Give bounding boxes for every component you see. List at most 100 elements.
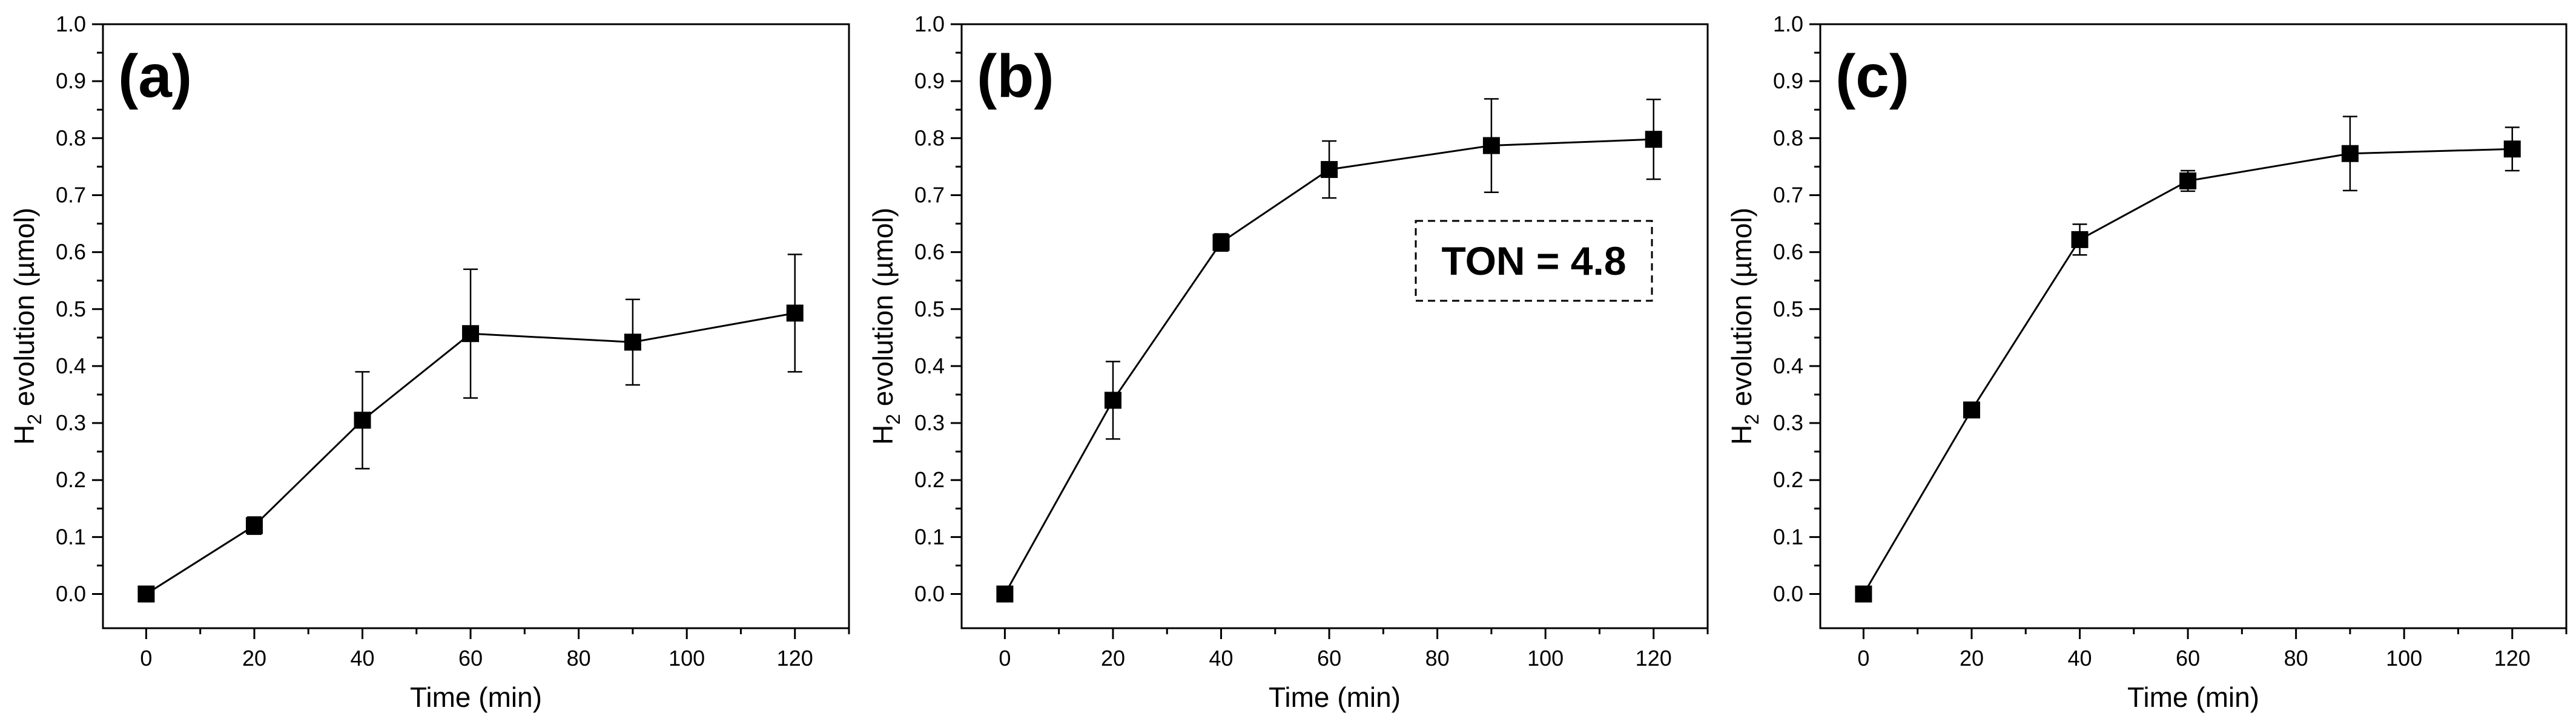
panel-label: (a) <box>118 42 192 110</box>
y-tick-label: 0.3 <box>56 410 86 435</box>
data-point <box>1104 392 1121 409</box>
y-axis-title-main: H <box>8 425 40 445</box>
y-tick-label: 1.0 <box>56 11 86 36</box>
data-point <box>786 304 804 322</box>
plot-frame <box>1819 23 2568 629</box>
data-point <box>624 333 641 351</box>
data-point <box>1321 161 1338 179</box>
y-tick-label: 1.0 <box>1773 11 1803 36</box>
x-axis-title: Time (min) <box>2127 681 2259 713</box>
data-point <box>1212 234 1230 251</box>
y-axis-title-rest: evolution (µmol) <box>867 208 899 414</box>
y-axis-title-subscript: 2 <box>24 414 45 425</box>
x-tick-label: 120 <box>1636 646 1672 671</box>
y-tick-label: 0.2 <box>914 467 945 492</box>
plot-frame <box>960 23 1709 629</box>
x-tick-label: 40 <box>350 646 374 671</box>
y-axis-title: H2 evolution (µmol) <box>1726 208 1763 445</box>
x-axis-title: Time (min) <box>1269 681 1401 713</box>
y-tick-label: 1.0 <box>914 11 945 36</box>
y-tick-label: 0.2 <box>1773 467 1803 492</box>
x-tick-label: 40 <box>1209 646 1233 671</box>
y-tick-label: 0.4 <box>1773 353 1803 378</box>
data-point <box>996 585 1014 603</box>
chart-panel-a: 0.0 0.1 0.2 0.3 0.4 0.5 0.6 0.7 0.8 0.9 1.0 0 20 40 60… <box>0 0 859 722</box>
x-tick-label: 60 <box>2176 646 2200 671</box>
x-tick-label: 0 <box>1857 646 1869 671</box>
x-tick-label: 60 <box>1317 646 1341 671</box>
chart-a-svg: 0.0 0.1 0.2 0.3 0.4 0.5 0.6 0.7 0.8 0.9 1.0 0 20 40 60… <box>8 11 850 713</box>
data-point <box>2341 145 2359 162</box>
y-tick-label: 0.9 <box>1773 68 1803 93</box>
y-tick-label: 0.3 <box>1773 410 1803 435</box>
y-tick-label: 0.9 <box>914 68 945 93</box>
data-point <box>2503 140 2521 158</box>
chart-panel-b: 0.0 0.1 0.2 0.3 0.4 0.5 0.6 0.7 0.8 0.9 1.0 0 20 40 60… <box>859 0 1717 722</box>
y-tick-label: 0.2 <box>56 467 86 492</box>
chart-b-svg: 0.0 0.1 0.2 0.3 0.4 0.5 0.6 0.7 0.8 0.9 1.0 0 20 40 60… <box>867 11 1709 713</box>
y-tick-label: 0.9 <box>56 68 86 93</box>
x-tick-label: 0 <box>999 646 1011 671</box>
x-tick-label: 20 <box>242 646 266 671</box>
y-tick-label: 0.6 <box>1773 240 1803 264</box>
data-point <box>1855 585 1872 603</box>
series-line <box>1863 148 2512 595</box>
y-tick-label: 0.0 <box>56 582 86 606</box>
data-point <box>2071 231 2089 248</box>
y-tick-label: 0.1 <box>1773 524 1803 549</box>
y-axis-title-subscript: 2 <box>1741 414 1763 425</box>
y-tick-label: 0.1 <box>56 524 86 549</box>
panel-label: (c) <box>1835 42 1909 110</box>
x-tick-label: 120 <box>777 646 813 671</box>
y-tick-label: 0.7 <box>56 182 86 207</box>
data-point <box>462 325 480 343</box>
data-point <box>1482 137 1500 154</box>
plot-frame <box>102 23 850 629</box>
y-axis-title-subscript: 2 <box>882 414 904 425</box>
y-tick-label: 0.7 <box>914 182 945 207</box>
y-axis-title: H2 evolution (µmol) <box>8 208 45 445</box>
y-tick-label: 0.1 <box>914 524 945 549</box>
y-tick-label: 0.4 <box>56 353 86 378</box>
y-tick-label: 0.0 <box>914 582 945 606</box>
x-tick-label: 100 <box>1527 646 1564 671</box>
annotation-text: TON = 4.8 <box>1441 238 1626 283</box>
x-tick-label: 80 <box>1425 646 1450 671</box>
y-tick-label: 0.6 <box>914 240 945 264</box>
y-axis-title-main: H <box>1726 425 1757 445</box>
data-point <box>1963 401 1980 419</box>
x-tick-label: 20 <box>1101 646 1125 671</box>
chart-c-svg: 0.0 0.1 0.2 0.3 0.4 0.5 0.6 0.7 0.8 0.9 1.0 0 20 40 60… <box>1726 11 2568 713</box>
x-tick-label: 100 <box>669 646 705 671</box>
y-tick-label: 0.6 <box>56 240 86 264</box>
data-point <box>245 517 263 534</box>
y-tick-label: 0.8 <box>56 125 86 150</box>
y-tick-label: 0.5 <box>1773 297 1803 321</box>
y-tick-label: 0.7 <box>1773 182 1803 207</box>
data-point <box>137 585 155 603</box>
x-tick-label: 60 <box>458 646 483 671</box>
x-tick-label: 0 <box>140 646 152 671</box>
data-point <box>2179 172 2197 189</box>
y-tick-label: 0.5 <box>56 297 86 321</box>
x-tick-label: 80 <box>567 646 591 671</box>
y-tick-label: 0.8 <box>914 125 945 150</box>
y-tick-label: 0.5 <box>914 297 945 321</box>
x-tick-label: 40 <box>2067 646 2092 671</box>
data-point <box>354 412 371 429</box>
x-tick-label: 80 <box>2284 646 2308 671</box>
y-tick-label: 0.3 <box>914 410 945 435</box>
x-tick-label: 20 <box>1960 646 1984 671</box>
y-tick-label: 0.4 <box>914 353 945 378</box>
data-point <box>1645 131 1662 148</box>
chart-panel-c: 0.0 0.1 0.2 0.3 0.4 0.5 0.6 0.7 0.8 0.9 1.0 0 20 40 60… <box>1717 0 2576 722</box>
x-tick-label: 100 <box>2386 646 2422 671</box>
series-line <box>1004 138 1654 595</box>
y-axis-title: H2 evolution (µmol) <box>867 208 904 445</box>
x-axis-title: Time (min) <box>410 681 542 713</box>
series-line <box>145 312 795 595</box>
y-axis-title-main: H <box>867 425 899 445</box>
panel-label: (b) <box>977 42 1054 110</box>
y-tick-label: 0.0 <box>1773 582 1803 606</box>
y-axis-title-rest: evolution (µmol) <box>1726 208 1757 414</box>
